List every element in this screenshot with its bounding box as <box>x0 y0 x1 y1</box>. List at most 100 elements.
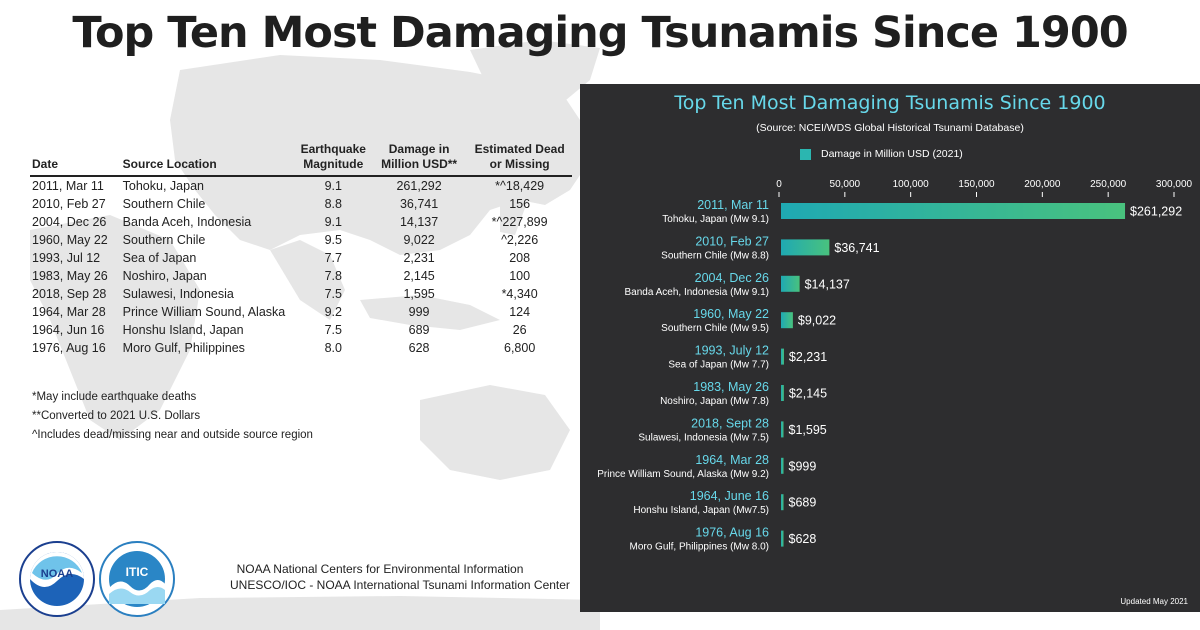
table-row: 2011, Mar 11 Tohoku, Japan 9.1 261,292 *^18,… <box>30 176 572 195</box>
footnote-earthquake-deaths: *May include earthquake deaths <box>32 391 197 403</box>
cell-dead: *^18,429 <box>495 179 545 193</box>
map-japan <box>500 175 528 235</box>
category-date-label: 2010, Feb 27 <box>695 234 769 248</box>
category-place-label: Honshu Island, Japan (Mw7.5) <box>633 505 769 516</box>
cell-location: Sulawesi, Indonesia <box>122 287 234 301</box>
cell-dead: *^227,899 <box>491 215 548 229</box>
cell-date: 1964, Jun 16 <box>32 323 105 337</box>
category-date-label: 1983, May 26 <box>693 380 769 394</box>
category-place-label: Sulawesi, Indonesia (Mw 7.5) <box>638 432 769 443</box>
bar-value-label: $628 <box>789 532 817 546</box>
category-date-label: 1964, June 16 <box>690 489 769 503</box>
map-australia <box>420 385 570 480</box>
header-damage: Damage in Million USD** <box>370 142 468 177</box>
credit-ncei: NOAA National Centers for Environmental … <box>236 562 524 576</box>
cell-magnitude: 9.1 <box>324 215 342 229</box>
tsunami-summary-table: Date Source Location Earthquake Magnitude… <box>30 142 572 357</box>
map-india-seasia <box>270 240 345 320</box>
credits: NOAA National Centers for Environmental … <box>230 561 570 593</box>
category-place-label: Tohoku, Japan (Mw 9.1) <box>662 214 769 225</box>
header-magnitude-line2: Magnitude <box>303 157 364 171</box>
category-place-label: Southern Chile (Mw 9.5) <box>661 323 769 334</box>
cell-magnitude: 7.8 <box>324 269 342 283</box>
category-date-label: 2018, Sept 28 <box>691 416 769 430</box>
svg-text:NOAA: NOAA <box>41 568 73 580</box>
cell-location: Southern Chile <box>122 233 206 247</box>
bar-value-label: $36,741 <box>834 241 879 255</box>
cell-date: 2011, Mar 11 <box>32 179 104 193</box>
bar <box>781 457 784 474</box>
cell-date: 2010, Feb 27 <box>32 197 106 211</box>
cell-dead: *4,340 <box>501 287 538 301</box>
table-row: 1983, May 26 Noshiro, Japan 7.8 2,145 100 <box>30 267 572 285</box>
cell-damage: 36,741 <box>399 197 439 211</box>
cell-damage: 2,145 <box>403 269 435 283</box>
cell-location: Banda Aceh, Indonesia <box>122 215 252 229</box>
header-dead-missing: Estimated Dead or Missing <box>467 142 572 177</box>
page-title: Top Ten Most Damaging Tsunamis Since 190… <box>72 8 1128 58</box>
itic-logo: ITIC <box>99 541 175 617</box>
cell-date: 2004, Dec 26 <box>32 215 107 229</box>
cell-damage: 261,292 <box>396 179 442 193</box>
svg-text:ITIC: ITIC <box>126 565 149 579</box>
header-damage-line2: Million USD** <box>381 157 458 171</box>
x-tick-label: 150,000 <box>958 179 995 190</box>
cell-location: Honshu Island, Japan <box>122 323 244 337</box>
cell-dead: 124 <box>509 305 531 319</box>
category-date-label: 1960, May 22 <box>693 307 769 321</box>
table-row: 1993, Jul 12 Sea of Japan 7.7 2,231 208 <box>30 249 572 267</box>
footnote-dollars: **Converted to 2021 U.S. Dollars <box>32 410 201 422</box>
category-date-label: 1993, July 12 <box>695 344 769 358</box>
cell-date: 1964, Mar 28 <box>32 305 106 319</box>
cell-date: 1983, May 26 <box>32 269 108 283</box>
bar <box>781 530 784 547</box>
cell-damage: 999 <box>408 305 430 319</box>
chart-title: Top Ten Most Damaging Tsunamis Since 190… <box>674 92 1106 114</box>
table-row: 1960, May 22 Southern Chile 9.5 9,022 ^2,226 <box>30 231 572 249</box>
table-row: 2010, Feb 27 Southern Chile 8.8 36,741 156 <box>30 195 572 213</box>
damage-bar-chart: 0 50,000 100,000 150,000 200,000 250,000 300,0… <box>597 179 1193 553</box>
cell-magnitude: 9.1 <box>324 179 342 193</box>
x-tick-label: 300,000 <box>1156 179 1193 190</box>
cell-location: Tohoku, Japan <box>122 179 204 193</box>
cell-magnitude: 8.8 <box>324 197 342 211</box>
cell-damage: 2,231 <box>403 251 435 265</box>
category-place-label: Southern Chile (Mw 8.8) <box>661 250 769 261</box>
cell-magnitude: 8.0 <box>324 341 342 355</box>
header-date: Date <box>30 142 121 177</box>
chart-legend: Damage in Million USD (2021) <box>800 148 963 160</box>
bar <box>781 312 793 329</box>
cell-date: 2018, Sep 28 <box>32 287 107 301</box>
bar-value-label: $999 <box>789 459 817 473</box>
bar <box>781 239 830 256</box>
cell-dead: 6,800 <box>504 341 536 355</box>
map-africa <box>30 215 200 440</box>
credit-itic: UNESCO/IOC - NOAA International Tsunami … <box>230 578 570 592</box>
cell-date: 1960, May 22 <box>32 233 108 247</box>
x-tick-label: 250,000 <box>1090 179 1127 190</box>
bar-value-label: $1,595 <box>789 423 827 437</box>
table-footnotes: *May include earthquake deaths **Convert… <box>32 388 313 445</box>
cell-damage: 628 <box>408 341 430 355</box>
bar-value-label: $2,231 <box>789 350 827 364</box>
table-row: 1976, Aug 16 Moro Gulf, Philippines 8.0 628… <box>30 339 572 357</box>
updated-note: Updated May 2021 <box>1120 597 1188 606</box>
header-magnitude-line1: Earthquake <box>300 142 366 156</box>
bar-value-label: $261,292 <box>1130 205 1182 219</box>
category-place-label: Noshiro, Japan (Mw 7.8) <box>660 396 769 407</box>
cell-location: Southern Chile <box>122 197 206 211</box>
table-row: 1964, Jun 16 Honshu Island, Japan 7.5 689 26 <box>30 321 572 339</box>
category-place-label: Prince William Sound, Alaska (Mw 9.2) <box>597 469 769 480</box>
cell-location: Prince William Sound, Alaska <box>122 305 286 319</box>
header-dead-line2: or Missing <box>489 157 550 171</box>
x-tick-label: 0 <box>776 179 782 190</box>
table-row: 2004, Dec 26 Banda Aceh, Indonesia 9.1 14,1… <box>30 213 572 231</box>
cell-dead: 26 <box>512 323 527 337</box>
category-place-label: Banda Aceh, Indonesia (Mw 9.1) <box>624 287 769 298</box>
bar <box>781 348 784 365</box>
cell-location: Moro Gulf, Philippines <box>122 341 245 355</box>
cell-location: Noshiro, Japan <box>122 269 207 283</box>
cell-date: 1993, Jul 12 <box>32 251 101 265</box>
cell-magnitude: 9.5 <box>324 233 342 247</box>
header-dead-line1: Estimated Dead <box>474 142 565 156</box>
